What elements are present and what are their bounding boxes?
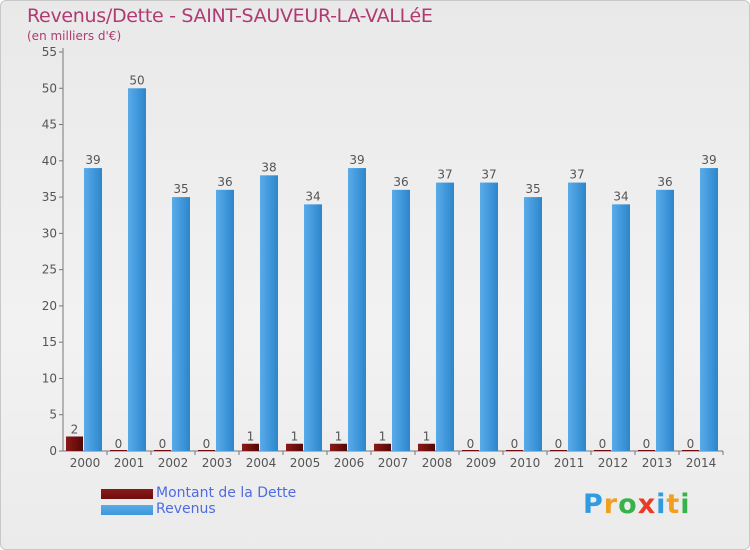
data-label-dette: 1 [423,430,431,444]
y-tick-label: 45 [42,118,57,132]
data-label-revenus: 38 [261,160,276,174]
data-label-revenus: 39 [85,153,100,167]
bar-revenus [568,182,586,451]
proxiti-logo: Proxiti [583,489,691,520]
bar-dette [682,450,699,451]
bar-dette [638,450,655,451]
y-tick-label: 30 [42,226,57,240]
y-tick-label: 40 [42,154,57,168]
data-label-revenus: 37 [569,168,584,182]
data-label-dette: 0 [115,437,123,451]
chart-title: Revenus/Dette - SAINT-SAUVEUR-LA-VALLéE [27,5,433,27]
data-label-dette: 0 [643,437,651,451]
data-label-revenus: 36 [393,175,408,189]
bar-revenus [84,168,102,451]
x-tick-label: 2005 [290,456,321,470]
bar-dette [374,443,391,451]
data-label-revenus: 39 [701,153,716,167]
legend-swatch-revenus [101,505,153,515]
bar-revenus [436,182,454,451]
bar-revenus [128,88,146,451]
y-tick-label: 35 [42,190,57,204]
bar-dette [242,443,259,451]
legend-label-revenus: Revenus [156,501,216,517]
bar-dette [154,450,171,451]
data-label-dette: 0 [159,437,167,451]
y-tick-label: 55 [42,45,57,59]
data-label-revenus: 35 [173,182,188,196]
chart-subtitle: (en milliers d'€) [27,29,122,43]
bar-revenus [304,204,322,451]
bar-revenus [348,168,366,451]
x-tick-label: 2011 [554,456,585,470]
data-label-revenus: 34 [613,189,628,203]
bar-revenus [172,197,190,451]
bar-dette [110,450,127,451]
x-tick-label: 2001 [114,456,145,470]
bar-dette [418,443,435,451]
data-label-revenus: 39 [349,153,364,167]
legend-label-dette: Montant de la Dette [156,485,297,501]
data-label-revenus: 37 [437,168,452,182]
bar-revenus [656,189,674,451]
x-tick-label: 2012 [598,456,629,470]
x-tick-label: 2008 [422,456,453,470]
data-label-dette: 0 [511,437,519,451]
data-label-dette: 0 [599,437,607,451]
bar-dette [550,450,567,451]
y-tick-label: 15 [42,335,57,349]
data-label-revenus: 36 [657,175,672,189]
y-tick-label: 0 [49,444,57,458]
bar-dette [198,450,215,451]
data-label-dette: 0 [687,437,695,451]
bar-dette [506,450,523,451]
bar-revenus [524,197,542,451]
y-tick-label: 25 [42,263,57,277]
x-tick-label: 2004 [246,456,277,470]
bar-revenus [216,189,234,451]
data-label-dette: 2 [71,422,79,436]
x-tick-label: 2010 [510,456,541,470]
x-tick-label: 2009 [466,456,497,470]
bar-revenus [612,204,630,451]
x-tick-label: 2014 [686,456,717,470]
data-label-dette: 0 [555,437,563,451]
bar-revenus [260,175,278,451]
y-tick-label: 5 [49,408,57,422]
data-label-dette: 1 [247,430,255,444]
x-tick-label: 2003 [202,456,233,470]
x-tick-label: 2007 [378,456,409,470]
x-tick-label: 2000 [70,456,101,470]
y-tick-label: 10 [42,371,57,385]
x-tick-label: 2002 [158,456,189,470]
data-label-dette: 1 [379,430,387,444]
bar-dette [594,450,611,451]
data-label-dette: 0 [467,437,475,451]
data-label-revenus: 50 [129,73,144,87]
data-label-revenus: 35 [525,182,540,196]
bar-dette [462,450,479,451]
bar-dette [286,443,303,451]
data-label-revenus: 36 [217,175,232,189]
bar-revenus [392,189,410,451]
data-label-dette: 1 [335,430,343,444]
x-tick-label: 2013 [642,456,673,470]
x-tick-label: 2006 [334,456,365,470]
data-label-dette: 0 [203,437,211,451]
data-label-revenus: 37 [481,168,496,182]
y-tick-label: 50 [42,81,57,95]
bar-dette [330,443,347,451]
data-label-dette: 1 [291,430,299,444]
bar-dette [66,436,83,451]
bar-revenus [480,182,498,451]
bar-revenus [700,168,718,451]
y-tick-label: 20 [42,299,57,313]
legend-swatch-dette [101,489,153,499]
data-label-revenus: 34 [305,189,320,203]
